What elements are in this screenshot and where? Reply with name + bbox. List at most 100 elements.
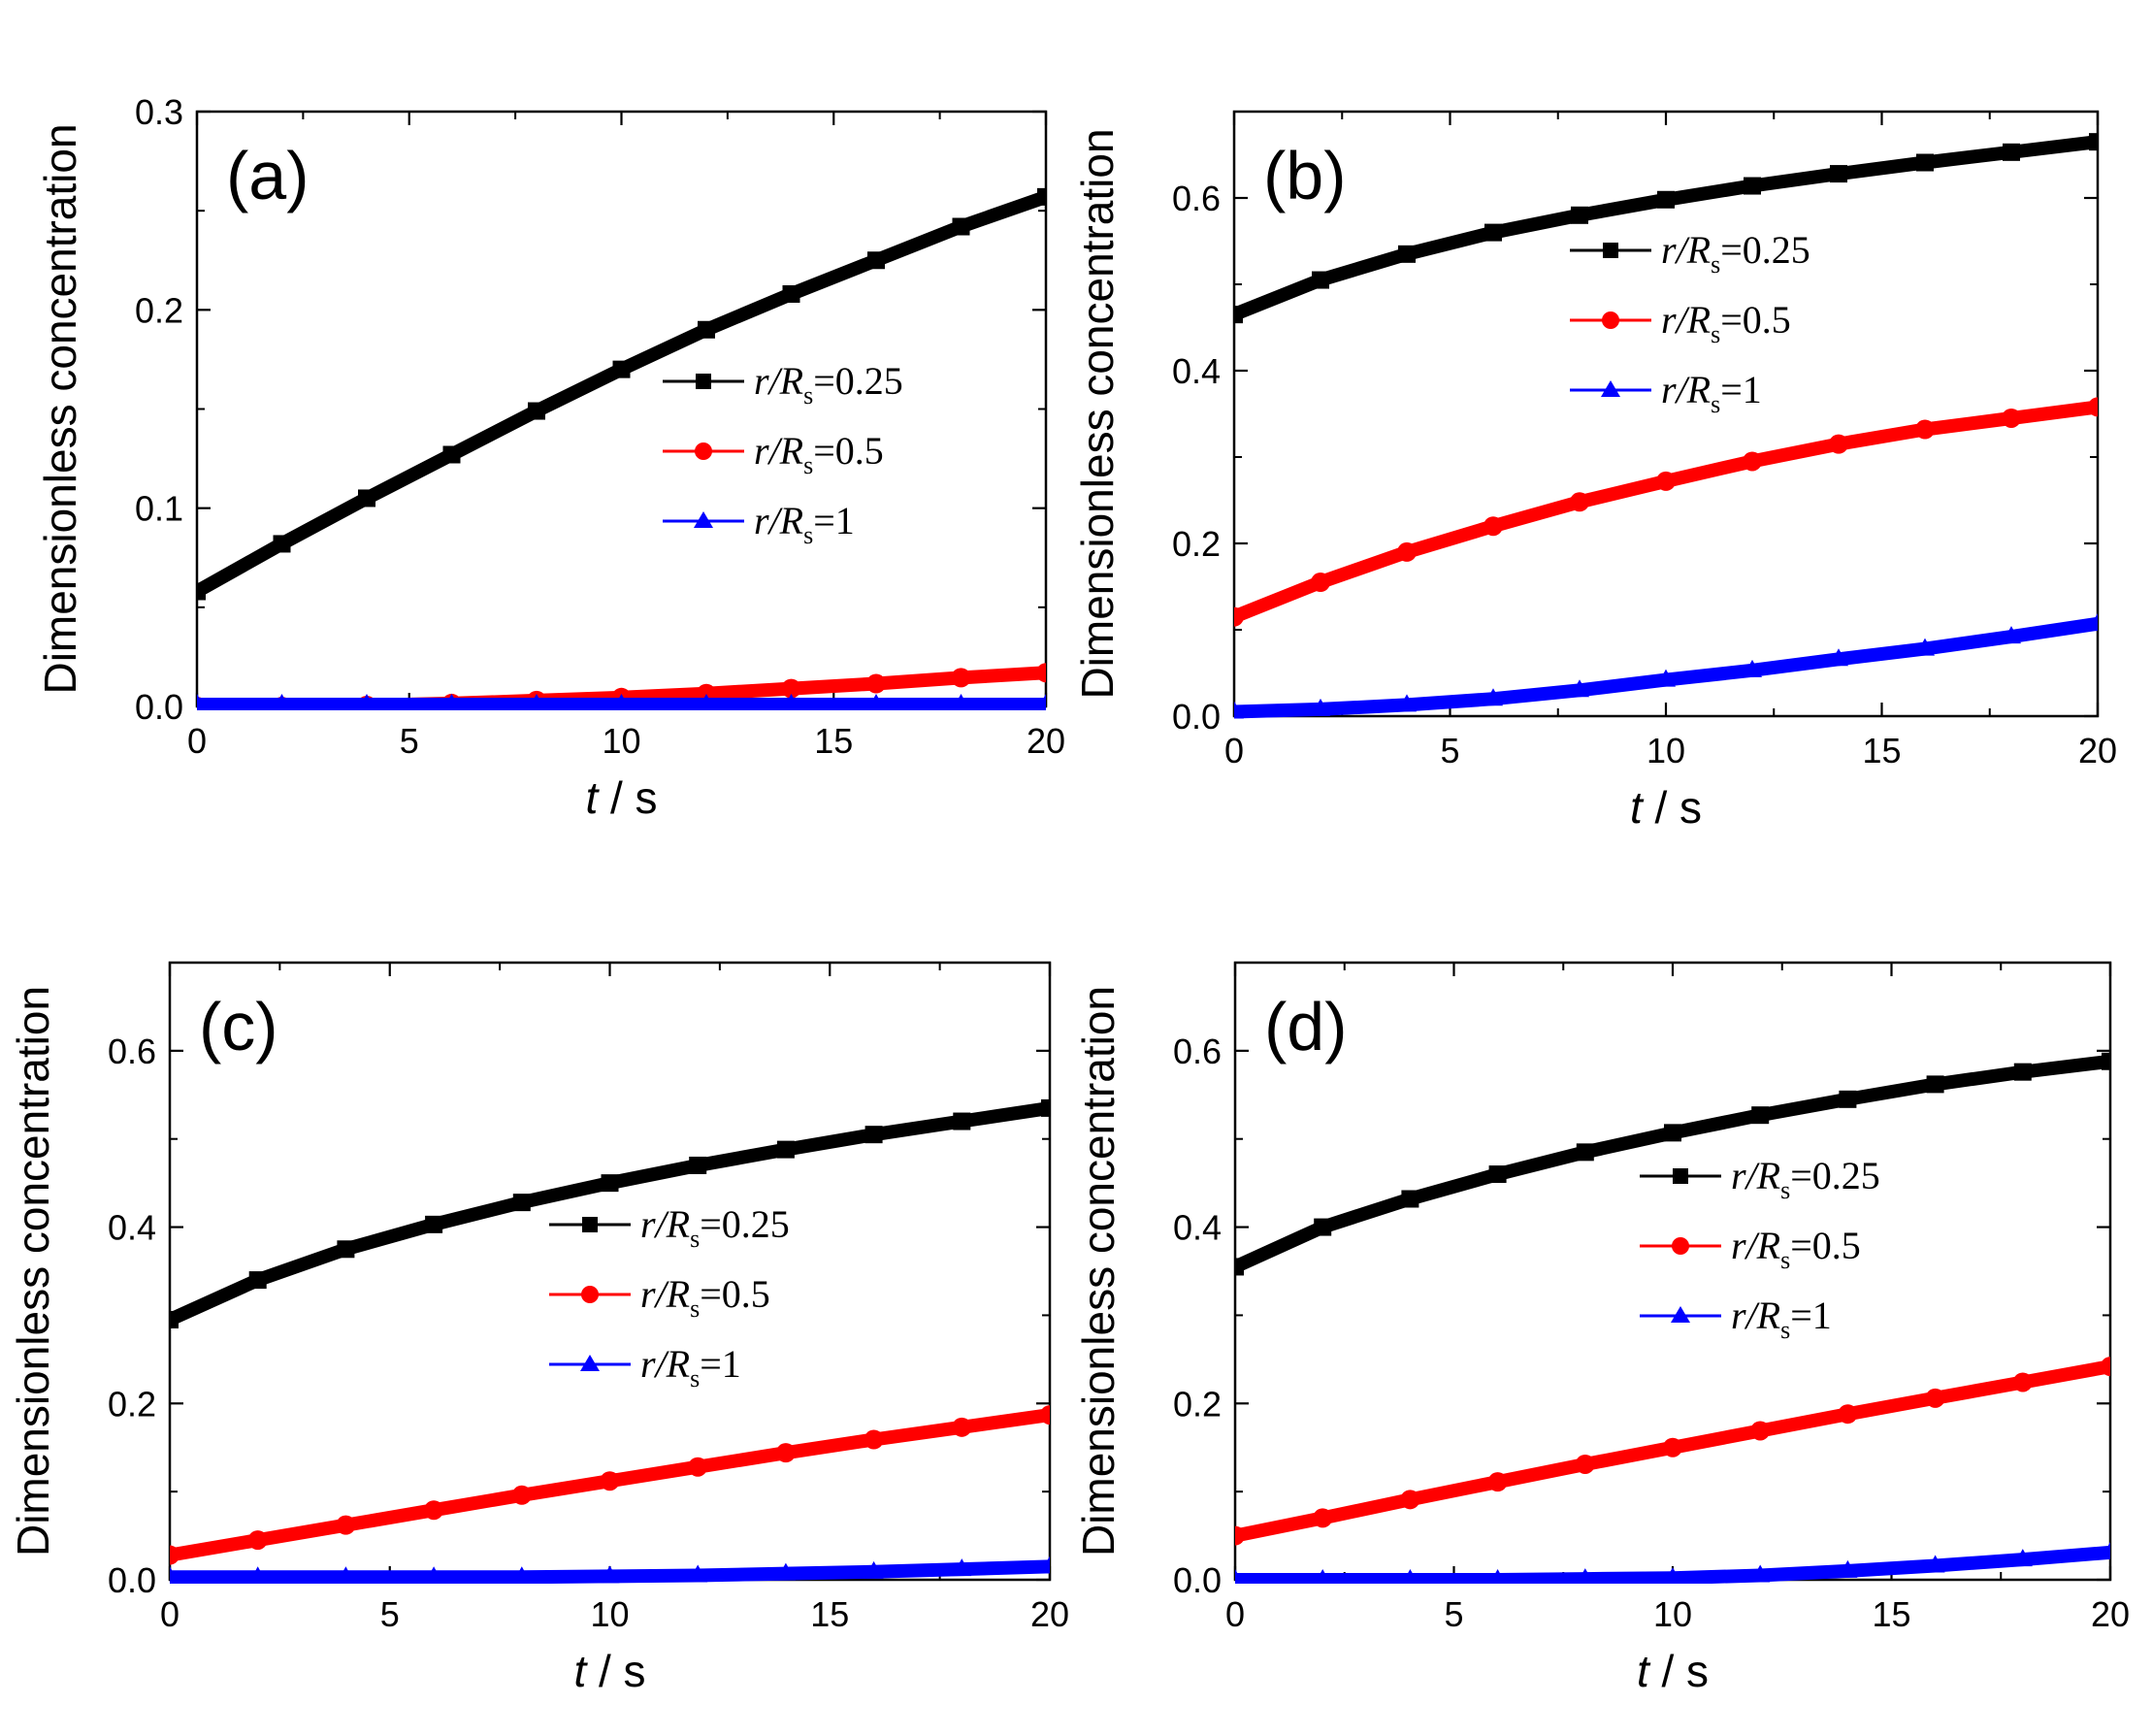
data-point <box>1916 153 1934 172</box>
panel-label: (a) <box>226 138 310 213</box>
data-point <box>1656 471 1676 491</box>
data-point <box>1839 1090 1857 1108</box>
data-point <box>170 1566 179 1584</box>
series-square <box>197 187 1046 601</box>
data-point <box>511 1566 532 1584</box>
x-tick-label: 20 <box>1027 721 1065 761</box>
series-circle <box>170 1405 1050 1565</box>
data-point <box>1915 419 1935 440</box>
data-point <box>1838 1404 1858 1425</box>
data-point <box>1829 434 1848 454</box>
chart-panel-d: 0 5 10 15 20 0.0 0.2 0.4 0.6 t / s Dimensionless c… <box>1073 961 2130 1696</box>
data-point <box>357 693 376 710</box>
x-tick-label: 15 <box>810 1594 849 1634</box>
legend-label: r/Rs=1 <box>1661 368 1762 418</box>
y-axis-label: Dimensionless concentration <box>1072 128 1123 699</box>
data-point <box>1570 679 1589 698</box>
data-point <box>1234 306 1243 324</box>
data-point <box>1926 1075 1944 1094</box>
y-axis-label: Dimensionless concentration <box>35 123 85 694</box>
y-tick-label: 0.4 <box>1172 351 1221 391</box>
x-axis-label: t / s <box>585 772 657 823</box>
data-point <box>1314 1218 1332 1236</box>
data-point <box>2013 1063 2032 1081</box>
data-point <box>1040 1405 1050 1425</box>
data-point <box>1663 1437 1682 1458</box>
data-point <box>612 360 631 378</box>
data-point <box>601 1174 619 1193</box>
legend-marker <box>581 1286 599 1303</box>
series-group <box>197 187 1046 710</box>
data-point <box>2003 143 2020 161</box>
data-point <box>1037 187 1046 206</box>
data-point <box>1484 516 1503 537</box>
data-point <box>864 1560 884 1579</box>
data-point <box>1925 1388 1945 1408</box>
data-point <box>1036 663 1046 683</box>
y-tick-label: 0.6 <box>1173 1032 1222 1071</box>
legend-marker <box>1603 243 1618 258</box>
data-point <box>782 284 800 303</box>
series-line <box>170 1100 1050 1327</box>
data-point <box>1664 1124 1681 1142</box>
data-point <box>2002 408 2021 428</box>
data-point <box>1400 1490 1420 1510</box>
data-point <box>866 693 886 710</box>
y-tick-label: 0.4 <box>1173 1208 1222 1248</box>
data-point <box>1312 271 1329 289</box>
x-tick-label: 15 <box>1862 731 1901 770</box>
data-point <box>1829 648 1848 667</box>
y-tick-label: 0.2 <box>1173 1384 1222 1424</box>
data-point <box>1234 701 1244 719</box>
y-tick-label: 0.2 <box>135 290 183 330</box>
panel-label: (d) <box>1264 989 1348 1065</box>
legend-label: r/Rs=1 <box>640 1342 741 1392</box>
x-tick-label: 0 <box>160 1594 179 1634</box>
series-triangle <box>1235 1541 2110 1584</box>
series-triangle <box>170 1556 1050 1584</box>
data-point <box>689 1156 707 1174</box>
y-tick-label: 0.2 <box>1172 524 1221 564</box>
y-axis-label: Dimensionless concentration <box>8 986 58 1556</box>
y-tick-label: 0.6 <box>1172 179 1221 218</box>
data-point <box>1750 1421 1771 1441</box>
data-point <box>425 1215 443 1233</box>
data-point <box>612 693 631 710</box>
data-point <box>1397 541 1417 562</box>
data-point <box>867 251 885 270</box>
data-point <box>952 1558 972 1577</box>
data-point <box>688 1564 708 1583</box>
data-point <box>1234 606 1244 627</box>
data-point <box>1830 165 1847 183</box>
legend-label: r/Rs=1 <box>754 499 855 549</box>
y-tick-label: 0.1 <box>135 489 183 529</box>
x-tick-label: 5 <box>380 1594 400 1634</box>
data-point <box>1235 1258 1244 1276</box>
data-point <box>1663 1567 1682 1584</box>
x-tick-label: 10 <box>1653 1594 1692 1634</box>
y-tick-label: 0.4 <box>108 1208 156 1248</box>
data-point <box>781 678 801 699</box>
data-point <box>1041 1098 1050 1117</box>
data-point <box>698 320 715 339</box>
y-tick-label: 0.6 <box>108 1032 156 1071</box>
legend-label: r/Rs=0.5 <box>754 429 884 479</box>
y-axis-label: Dimensionless concentration <box>1073 986 1124 1556</box>
x-tick-label: 5 <box>1444 1594 1463 1634</box>
x-tick-label: 5 <box>1440 731 1459 770</box>
series-group <box>1234 133 2098 719</box>
data-point <box>1576 1143 1594 1162</box>
series-group <box>170 1098 1050 1584</box>
legend-label: r/Rs=1 <box>1731 1294 1832 1344</box>
data-point <box>1402 1569 1418 1584</box>
data-point <box>358 489 375 508</box>
data-point <box>600 1565 620 1584</box>
data-point <box>1571 206 1588 224</box>
data-point <box>1656 669 1676 687</box>
data-point <box>1743 659 1762 677</box>
data-point <box>775 1562 796 1581</box>
x-axis-label: t / s <box>573 1646 645 1696</box>
y-tick-label: 0.0 <box>1173 1560 1222 1600</box>
x-tick-label: 0 <box>187 721 207 761</box>
x-tick-label: 20 <box>2078 731 2117 770</box>
